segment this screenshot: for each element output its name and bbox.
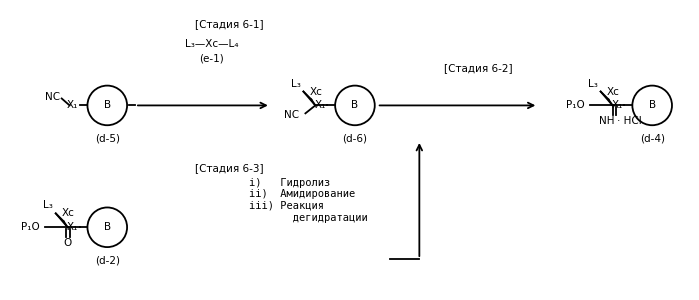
Text: NH: NH	[599, 116, 614, 126]
Text: L₃: L₃	[43, 200, 52, 211]
Text: Xᴄ: Xᴄ	[607, 86, 619, 97]
Text: NC: NC	[45, 92, 59, 103]
Text: [Стадия 6-1]: [Стадия 6-1]	[195, 19, 264, 29]
Text: (d-2): (d-2)	[95, 255, 120, 265]
Text: L₃: L₃	[588, 79, 598, 88]
Text: L₃—Xᴄ—L₄: L₃—Xᴄ—L₄	[185, 39, 238, 49]
Text: L₃: L₃	[291, 79, 301, 88]
Text: X₁: X₁	[315, 100, 326, 110]
Text: X₁: X₁	[612, 100, 624, 110]
Text: B: B	[103, 100, 111, 110]
Text: (d-6): (d-6)	[343, 133, 368, 143]
Text: B: B	[103, 222, 111, 232]
Text: [Стадия 6-3]: [Стадия 6-3]	[195, 163, 264, 173]
Text: i)   Гидролиз
ii)  Амидирование
iii) Реакция
       дегидратации: i) Гидролиз ii) Амидирование iii) Реакци…	[249, 178, 368, 223]
Text: X₁: X₁	[67, 222, 78, 232]
Text: NC: NC	[284, 110, 299, 120]
Text: B: B	[649, 100, 656, 110]
Text: Xᴄ: Xᴄ	[62, 208, 75, 218]
Text: [Стадия 6-2]: [Стадия 6-2]	[445, 63, 513, 73]
Text: P₁O: P₁O	[566, 100, 585, 110]
Text: (e-1): (e-1)	[199, 54, 224, 64]
Text: O: O	[64, 238, 72, 248]
Text: · HCl: · HCl	[617, 116, 642, 126]
Text: (d-4): (d-4)	[640, 133, 665, 143]
Text: X₁: X₁	[67, 100, 78, 110]
Text: P₁O: P₁O	[21, 222, 40, 232]
Text: (d-5): (d-5)	[95, 133, 120, 143]
Text: B: B	[352, 100, 359, 110]
Text: Xᴄ: Xᴄ	[310, 86, 322, 97]
